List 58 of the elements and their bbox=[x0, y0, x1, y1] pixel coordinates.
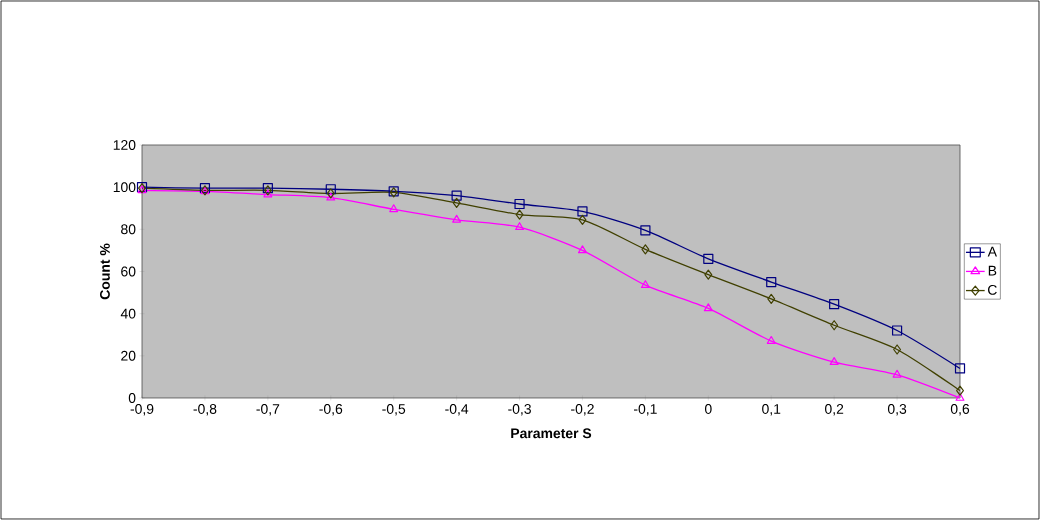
point bbox=[766, 276, 777, 288]
point bbox=[641, 244, 650, 255]
x-tick-label: -0,9 bbox=[130, 403, 154, 416]
point bbox=[389, 204, 399, 213]
x-tick-label: 0,6 bbox=[950, 403, 970, 416]
x-tick-label: -0,6 bbox=[319, 403, 343, 416]
y-axis-title: Count % bbox=[99, 243, 110, 300]
point bbox=[954, 363, 966, 374]
x-tick-label: -0,5 bbox=[382, 403, 406, 416]
x-tick-label: -0,8 bbox=[193, 403, 217, 416]
point bbox=[451, 190, 462, 201]
point bbox=[829, 299, 840, 310]
legend-label: A bbox=[987, 246, 997, 257]
x-tick-label: 0,1 bbox=[762, 403, 781, 416]
x-tick-label: 0,3 bbox=[887, 403, 907, 416]
point bbox=[892, 369, 902, 378]
x-tick-label: -0,2 bbox=[571, 403, 594, 416]
y-tick-label: 60 bbox=[121, 266, 136, 277]
point bbox=[326, 192, 336, 201]
point bbox=[325, 184, 336, 195]
point bbox=[452, 214, 462, 223]
point bbox=[704, 269, 713, 280]
point bbox=[263, 189, 273, 198]
point bbox=[515, 209, 524, 220]
x-tick-label: 0,2 bbox=[825, 403, 844, 416]
point bbox=[767, 293, 776, 304]
legend-label: C bbox=[988, 284, 997, 295]
x-tick-label: -0,3 bbox=[508, 403, 531, 416]
point bbox=[891, 325, 903, 336]
x-axis-title: Parameter S bbox=[511, 428, 592, 439]
y-tick-label: 20 bbox=[121, 350, 136, 361]
y-tick-label: 80 bbox=[121, 224, 136, 235]
point bbox=[829, 357, 839, 365]
point bbox=[515, 222, 525, 231]
y-tick-label: 0 bbox=[128, 393, 136, 403]
x-tick-label: 0 bbox=[704, 403, 712, 414]
legend-label: B bbox=[988, 265, 997, 276]
point bbox=[703, 303, 713, 312]
point bbox=[578, 214, 587, 225]
x-tick-label: -0,1 bbox=[634, 403, 657, 416]
point bbox=[830, 320, 839, 331]
point bbox=[326, 188, 335, 199]
point bbox=[766, 335, 776, 344]
point bbox=[893, 344, 902, 355]
point bbox=[514, 198, 525, 210]
point bbox=[955, 392, 965, 401]
point bbox=[640, 225, 651, 236]
x-tick-label: -0,4 bbox=[445, 403, 469, 416]
point bbox=[703, 253, 714, 264]
x-tick-label: -0,7 bbox=[256, 403, 280, 416]
point bbox=[577, 245, 587, 254]
point bbox=[956, 385, 964, 396]
point bbox=[577, 206, 588, 217]
y-tick-label: 120 bbox=[113, 140, 136, 150]
y-tick-label: 100 bbox=[113, 182, 136, 193]
point bbox=[452, 197, 461, 209]
point bbox=[640, 280, 650, 289]
y-tick-label: 40 bbox=[120, 308, 136, 319]
